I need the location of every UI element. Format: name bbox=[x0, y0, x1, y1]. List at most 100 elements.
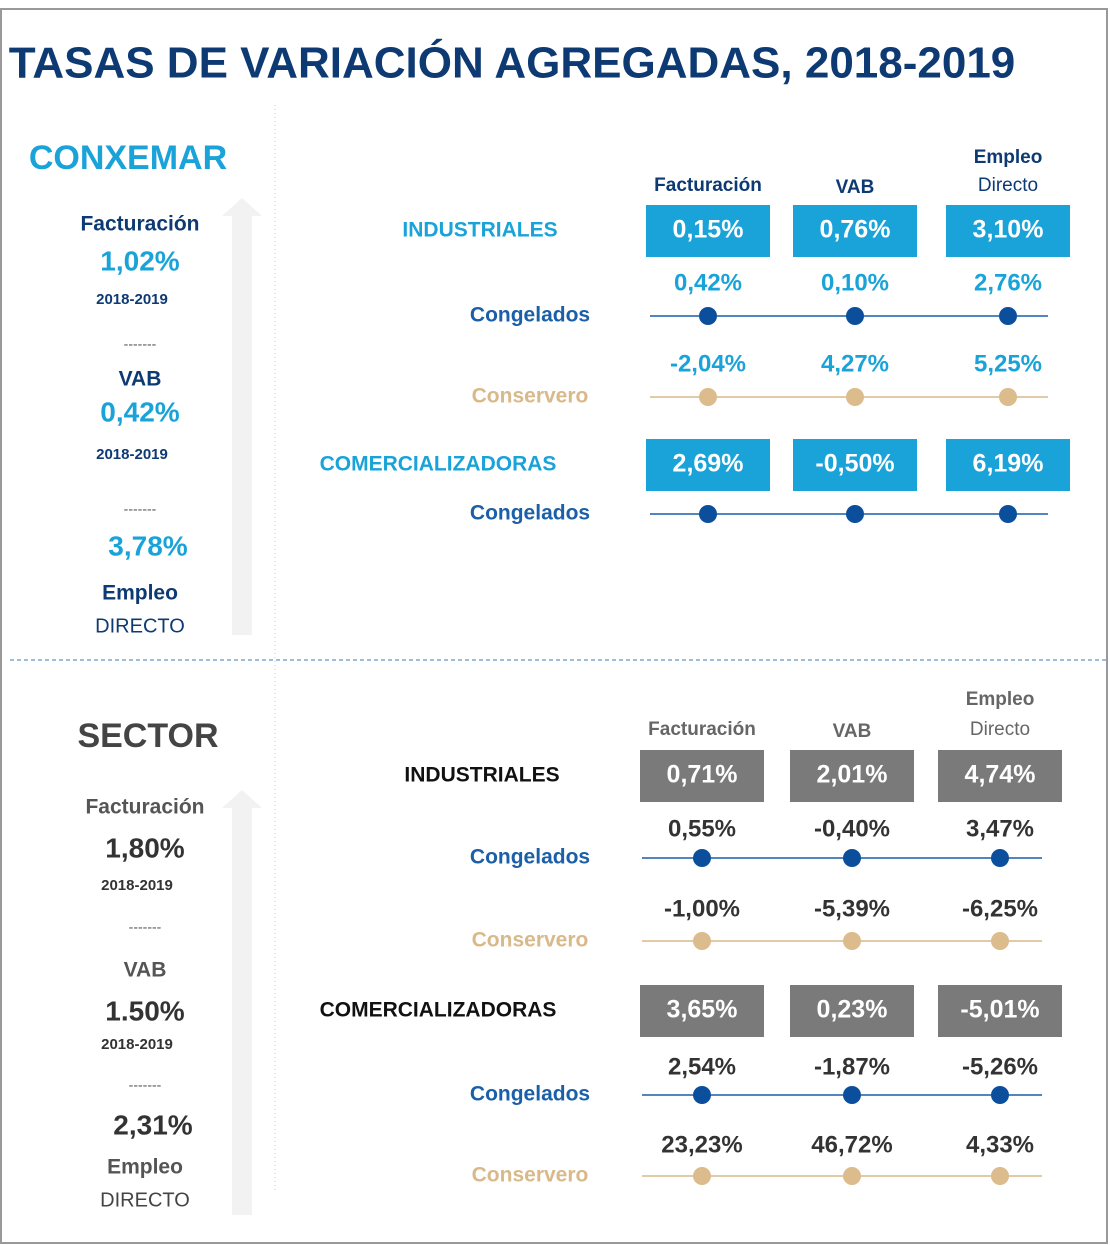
total-box bbox=[938, 750, 1062, 802]
column-label: Facturación bbox=[648, 719, 756, 740]
column-label: VAB bbox=[836, 177, 875, 198]
summary-label: VAB bbox=[119, 368, 162, 391]
row-value: -5,39% bbox=[814, 895, 890, 922]
total-value: 3,10% bbox=[973, 216, 1044, 244]
column-label: VAB bbox=[833, 721, 872, 742]
total-box bbox=[790, 750, 914, 802]
dot bbox=[991, 849, 1009, 867]
summary-period: 2018-2019 bbox=[96, 446, 168, 463]
summary-sublabel: DIRECTO bbox=[100, 1189, 190, 1211]
row-value: 4,27% bbox=[821, 350, 889, 377]
summary-label: Empleo bbox=[107, 1156, 183, 1179]
dot bbox=[846, 307, 864, 325]
dot bbox=[693, 849, 711, 867]
total-box bbox=[946, 439, 1070, 491]
total-value: 0,23% bbox=[817, 996, 888, 1024]
summary-value: 0,42% bbox=[100, 396, 179, 427]
dot bbox=[999, 505, 1017, 523]
summary-label: Facturación bbox=[80, 213, 199, 236]
dot bbox=[999, 388, 1017, 406]
dot bbox=[843, 1167, 861, 1185]
summary-label: Facturación bbox=[85, 796, 204, 819]
dot bbox=[846, 388, 864, 406]
row-name: Congelados bbox=[470, 1083, 590, 1106]
dot bbox=[999, 307, 1017, 325]
total-box bbox=[790, 985, 914, 1037]
row-value: -0,40% bbox=[814, 815, 890, 842]
dot bbox=[991, 1167, 1009, 1185]
total-value: 3,65% bbox=[667, 996, 738, 1024]
summary-value: 1,02% bbox=[100, 245, 179, 276]
total-value: 2,69% bbox=[673, 450, 744, 478]
separator: ------- bbox=[124, 336, 157, 352]
title: TASAS DE VARIACIÓN AGREGADAS, 2018-2019 bbox=[9, 38, 1016, 88]
row-value: -6,25% bbox=[962, 895, 1038, 922]
dot bbox=[991, 1086, 1009, 1104]
total-box bbox=[640, 985, 764, 1037]
arrow bbox=[222, 790, 262, 1215]
dot bbox=[843, 849, 861, 867]
row-value: -2,04% bbox=[670, 350, 746, 377]
row-value: 46,72% bbox=[811, 1131, 892, 1158]
row-value: 23,23% bbox=[661, 1131, 742, 1158]
column-label: Empleo bbox=[966, 689, 1035, 710]
dot bbox=[846, 505, 864, 523]
total-value: 0,71% bbox=[667, 761, 738, 789]
summary-label: VAB bbox=[124, 959, 167, 982]
row-value: 3,47% bbox=[966, 815, 1034, 842]
group-name: INDUSTRIALES bbox=[404, 764, 559, 787]
dot bbox=[693, 932, 711, 950]
total-value: 4,74% bbox=[965, 761, 1036, 789]
total-value: 0,76% bbox=[820, 216, 891, 244]
column-sublabel: Directo bbox=[970, 719, 1030, 740]
row-value: -5,26% bbox=[962, 1053, 1038, 1080]
section-name: SECTOR bbox=[77, 717, 218, 755]
summary-value: 1.50% bbox=[105, 995, 184, 1026]
row-name: Conservero bbox=[472, 1164, 589, 1187]
dot bbox=[699, 388, 717, 406]
total-value: 6,19% bbox=[973, 450, 1044, 478]
summary-value: 1,80% bbox=[105, 832, 184, 863]
summary-sublabel: DIRECTO bbox=[95, 615, 185, 637]
row-value: -1,00% bbox=[664, 895, 740, 922]
arrow bbox=[222, 198, 262, 635]
summary-value: 3,78% bbox=[108, 530, 187, 561]
summary-period: 2018-2019 bbox=[101, 1036, 173, 1053]
row-value: 2,76% bbox=[974, 269, 1042, 296]
row-name: Conservero bbox=[472, 385, 589, 408]
dot bbox=[693, 1167, 711, 1185]
summary-period: 2018-2019 bbox=[96, 291, 168, 308]
total-value: -0,50% bbox=[815, 450, 894, 478]
dot bbox=[991, 932, 1009, 950]
column-label: Facturación bbox=[654, 175, 762, 196]
separator: ------- bbox=[124, 501, 157, 517]
row-value: 0,10% bbox=[821, 269, 889, 296]
total-value: -5,01% bbox=[960, 996, 1039, 1024]
total-value: 0,15% bbox=[673, 216, 744, 244]
dot bbox=[843, 1086, 861, 1104]
separator: ------- bbox=[129, 1077, 162, 1093]
row-value: 4,33% bbox=[966, 1131, 1034, 1158]
total-box bbox=[938, 985, 1062, 1037]
dot bbox=[693, 1086, 711, 1104]
row-name: Congelados bbox=[470, 304, 590, 327]
dot bbox=[699, 307, 717, 325]
column-sublabel: Directo bbox=[978, 175, 1038, 196]
total-box bbox=[646, 439, 770, 491]
row-value: 0,42% bbox=[674, 269, 742, 296]
dot bbox=[699, 505, 717, 523]
separator: ------- bbox=[129, 919, 162, 935]
total-box bbox=[946, 205, 1070, 257]
row-name: Congelados bbox=[470, 846, 590, 869]
total-box bbox=[793, 439, 917, 491]
row-value: 0,55% bbox=[668, 815, 736, 842]
group-name: INDUSTRIALES bbox=[402, 219, 557, 242]
section-name: CONXEMAR bbox=[29, 139, 227, 177]
column-label: Empleo bbox=[974, 147, 1043, 168]
total-box bbox=[640, 750, 764, 802]
summary-label: Empleo bbox=[102, 582, 178, 605]
row-name: Congelados bbox=[470, 502, 590, 525]
row-value: 2,54% bbox=[668, 1053, 736, 1080]
summary-value: 2,31% bbox=[113, 1109, 192, 1140]
